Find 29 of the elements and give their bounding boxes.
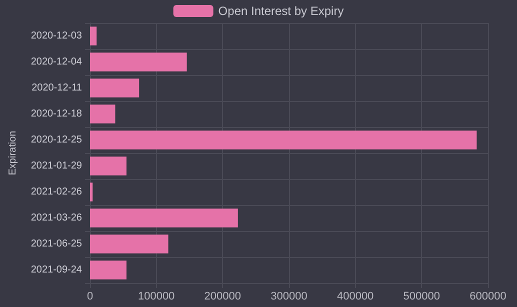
x-tick-label: 300000 — [270, 290, 308, 302]
x-tick-label: 500000 — [403, 290, 440, 302]
x-tick-label: 100000 — [138, 290, 175, 302]
y-tick-label: 2021-01-29 — [30, 160, 82, 172]
y-tick-label: 2020-12-03 — [30, 30, 82, 42]
bar — [90, 234, 168, 254]
y-axis-title: Expiration — [8, 130, 18, 176]
y-tick-label: 2021-06-25 — [30, 238, 82, 250]
y-tick-label: 2020-12-11 — [32, 82, 82, 94]
legend-label: Open Interest by Expiry — [218, 4, 344, 18]
bar — [90, 52, 187, 72]
y-tick-label: 2020-12-18 — [30, 108, 82, 120]
bar — [90, 156, 126, 176]
x-tick-label: 200000 — [204, 290, 242, 302]
x-tick-label: 600000 — [470, 290, 506, 302]
y-tick-label: 2021-03-26 — [30, 212, 82, 224]
y-tick-label: 2020-12-04 — [30, 56, 82, 68]
bar — [90, 130, 477, 150]
bar — [90, 182, 93, 202]
x-tick-label: 0 — [86, 290, 94, 302]
bar — [90, 104, 116, 124]
x-tick-label: 400000 — [336, 290, 374, 302]
bar — [90, 208, 238, 228]
y-tick-label: 2021-09-24 — [30, 264, 82, 276]
bar — [90, 78, 140, 98]
bar — [90, 260, 126, 280]
bar — [90, 26, 97, 46]
y-tick-label: 2020-12-25 — [30, 134, 82, 146]
y-tick-label: 2021-02-26 — [30, 186, 82, 198]
